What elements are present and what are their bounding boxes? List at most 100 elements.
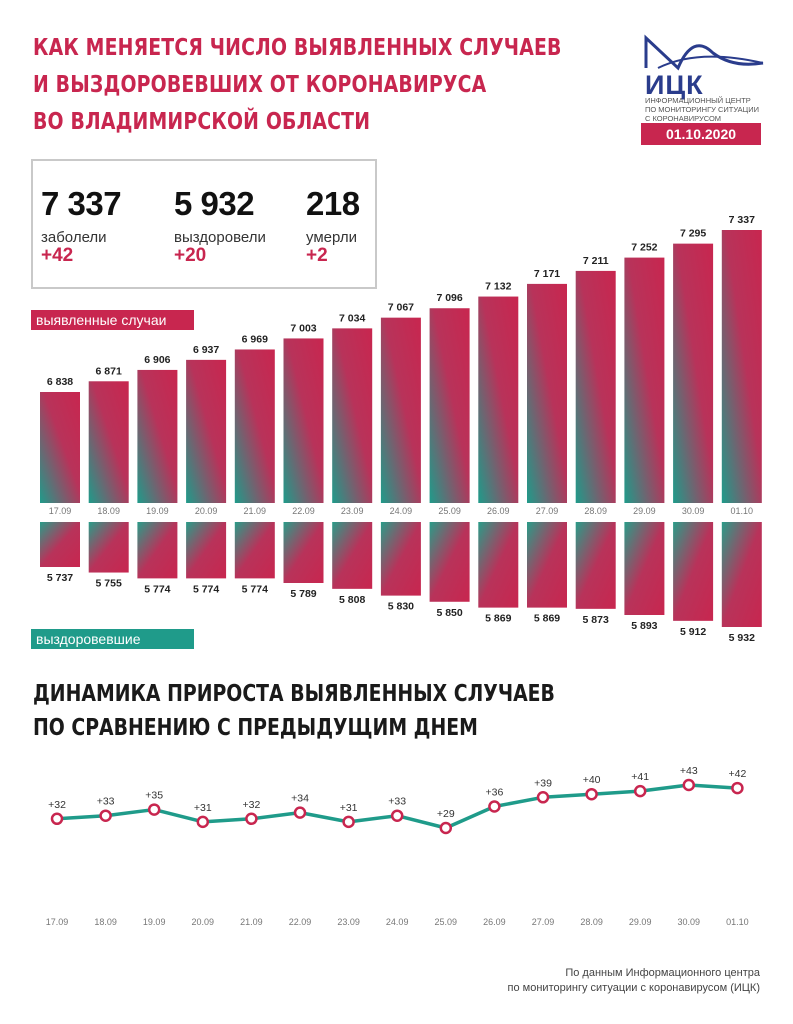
stat-recovered-label: выздоровели: [174, 229, 266, 246]
stat-deaths-delta: +2: [306, 245, 328, 266]
cases-value-label: 6 969: [242, 333, 268, 345]
cases-bar: [478, 296, 519, 503]
title-line-2: И ВЫЗДОРОВЕВШИХ ОТ КОРОНАВИРУСА: [33, 72, 487, 98]
date-tick-label: 01.10: [731, 506, 754, 516]
growth-value-label: +36: [485, 787, 503, 799]
date-tick-label: 21.09: [244, 506, 267, 516]
growth-point: [488, 800, 501, 813]
growth-value-label: +33: [388, 796, 406, 808]
date-tick-label: 17.09: [49, 506, 72, 516]
cases-bar: [283, 338, 324, 503]
date-tick-label: 23.09: [341, 506, 364, 516]
growth-date-tick-label: 01.10: [726, 917, 749, 927]
date-badge: 01.10.2020: [641, 123, 761, 145]
recovered-value-label: 5 830: [388, 601, 414, 613]
logo-text: ИЦК: [645, 70, 704, 100]
growth-point: [390, 809, 404, 822]
cases-bar: [575, 270, 616, 503]
recovered-legend-label: выздоровевшие: [31, 629, 194, 649]
cases-bar: [40, 392, 80, 503]
footer-line-2: по мониторингу ситуации с коронавирусом …: [507, 982, 760, 994]
cases-bar: [721, 230, 762, 503]
stat-cases-delta: +42: [41, 245, 74, 266]
footer-line-1: По данным Информационного центра: [565, 967, 760, 979]
recovered-value-label: 5 774: [144, 583, 170, 595]
growth-date-tick-label: 21.09: [240, 917, 263, 927]
growth-value-label: +31: [340, 802, 358, 814]
cases-bar: [88, 381, 129, 503]
growth-point: [245, 812, 258, 826]
stat-deaths-value: 218: [306, 185, 360, 222]
growth-date-tick-label: 28.09: [580, 917, 603, 927]
growth-point: [147, 803, 161, 816]
growth-date-tick-label: 26.09: [483, 917, 506, 927]
recovered-value-label: 5 912: [680, 626, 706, 638]
date-tick-label: 20.09: [195, 506, 218, 516]
growth-point: [293, 806, 307, 819]
recovered-value-label: 5 873: [583, 614, 609, 626]
cases-value-label: 7 211: [583, 255, 609, 267]
recovered-value-label: 5 737: [47, 572, 73, 584]
date-tick-label: 26.09: [487, 506, 510, 516]
recovered-bar: [624, 522, 665, 615]
logo-sub-line-1: ИНФОРМАЦИОННЫЙ ЦЕНТР: [645, 96, 751, 105]
cases-bar: [380, 317, 421, 503]
recovered-value-label: 5 808: [339, 594, 365, 606]
section2-title: ДИНАМИКА ПРИРОСТА ВЫЯВЛЕННЫХ СЛУЧАЕВ ПО …: [33, 677, 555, 745]
date-tick-label: 24.09: [390, 506, 413, 516]
date-tick-label: 19.09: [146, 506, 169, 516]
cases-value-label: 7 295: [680, 228, 706, 240]
section2-title-line-2: ПО СРАВНЕНИЮ С ПРЕДЫДУЩИМ ДНЕМ: [33, 715, 478, 741]
recovered-bar: [234, 522, 275, 579]
date-tick-label: 27.09: [536, 506, 559, 516]
cases-bar: [527, 283, 567, 503]
growth-date-tick-label: 24.09: [386, 917, 409, 927]
stats-box: 7 337 заболели +42 5 932 выздоровели +20…: [31, 159, 377, 289]
stat-recovered-delta: +20: [174, 245, 207, 266]
date-tick-label: 28.09: [584, 506, 607, 516]
cases-bar: [673, 243, 714, 504]
logo-sub-line-3: С КОРОНАВИРУСОМ: [645, 114, 722, 123]
logo-wave-icon: [644, 34, 764, 71]
cases-legend-label: выявленные случаи: [31, 310, 194, 330]
date-tick-label: 18.09: [97, 506, 120, 516]
growth-point: [439, 821, 453, 835]
cases-value-label: 6 937: [193, 344, 219, 356]
recovered-value-label: 5 869: [534, 613, 560, 625]
growth-point: [342, 815, 355, 829]
growth-date-tick-label: 22.09: [289, 917, 312, 927]
stat-cases: 7 337 заболели +42: [41, 185, 122, 267]
growth-date-tick-label: 17.09: [46, 917, 69, 927]
growth-point: [99, 809, 112, 822]
growth-value-label: +41: [631, 771, 649, 783]
date-tick-label: 30.09: [682, 506, 705, 516]
recovered-value-label: 5 789: [290, 588, 316, 600]
growth-value-label: +42: [728, 768, 746, 780]
recovered-bar: [88, 522, 129, 573]
growth-value-label: +40: [583, 774, 601, 786]
cases-bar: [624, 257, 665, 503]
recovered-bar: [721, 522, 762, 627]
recovered-value-label: 5 755: [96, 578, 122, 590]
growth-value-label: +32: [242, 799, 260, 811]
growth-value-label: +39: [534, 777, 552, 789]
growth-date-tick-label: 19.09: [143, 917, 166, 927]
recovered-value-label: 5 932: [729, 632, 755, 644]
growth-date-tick-label: 23.09: [337, 917, 360, 927]
date-tick-label: 29.09: [633, 506, 656, 516]
growth-date-tick-label: 25.09: [435, 917, 458, 927]
cases-value-label: 7 096: [436, 292, 462, 304]
logo-sub-line-2: ПО МОНИТОРИНГУ СИТУАЦИИ: [645, 105, 759, 114]
growth-value-label: +29: [437, 808, 455, 820]
stat-cases-label: заболели: [41, 229, 107, 246]
recovered-bar: [137, 522, 178, 579]
growth-date-tick-label: 20.09: [192, 917, 215, 927]
stat-recovered-value: 5 932: [174, 185, 255, 222]
recovered-value-label: 5 869: [485, 613, 511, 625]
growth-point: [50, 812, 64, 826]
recovered-bar: [478, 522, 519, 608]
cases-value-label: 6 871: [96, 365, 122, 377]
growth-date-tick-label: 18.09: [94, 917, 117, 927]
recovered-value-label: 5 893: [631, 620, 657, 632]
